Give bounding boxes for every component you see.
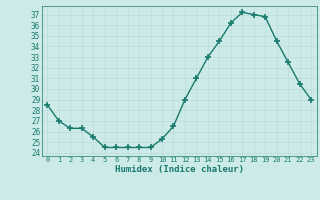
X-axis label: Humidex (Indice chaleur): Humidex (Indice chaleur) <box>115 165 244 174</box>
